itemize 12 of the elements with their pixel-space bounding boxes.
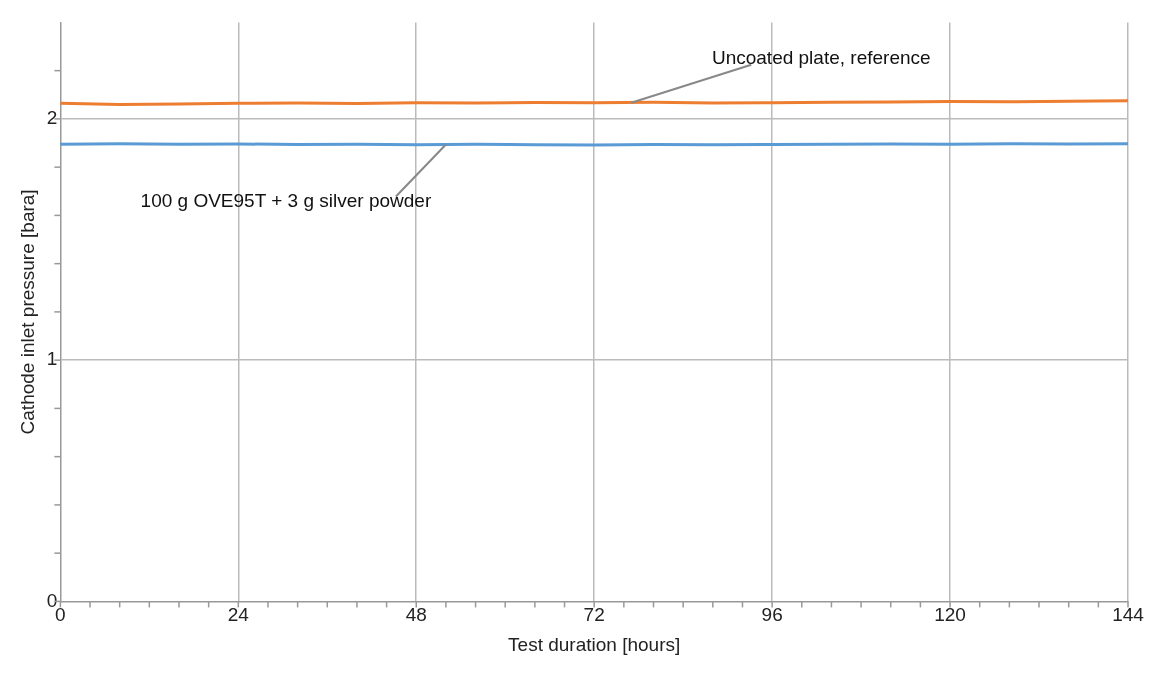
- y-tick-label: 1: [46, 348, 58, 370]
- x-tick-label: 120: [934, 604, 966, 626]
- x-tick-label: 24: [227, 604, 250, 626]
- x-tick-label: 144: [1112, 604, 1145, 626]
- x-tick-label: 72: [583, 604, 605, 626]
- y-tick-label: 2: [46, 107, 58, 129]
- x-tick-label: 48: [405, 604, 427, 626]
- x-tick-label: 96: [761, 604, 783, 626]
- x-axis-title: Test duration [hours]: [508, 633, 681, 655]
- annotation: Uncoated plate, reference: [711, 47, 931, 69]
- y-axis-title: Cathode inlet pressure [bara]: [16, 189, 38, 435]
- annotation: 100 g OVE95T + 3 g silver powder: [140, 190, 432, 212]
